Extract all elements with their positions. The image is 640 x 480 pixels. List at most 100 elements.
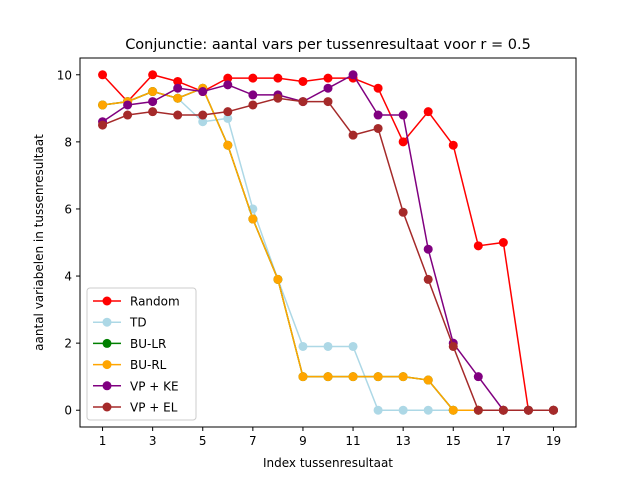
y-axis-label: aantal variabelen in tussenresultaat — [32, 134, 46, 351]
data-point — [523, 405, 533, 415]
data-point — [348, 341, 358, 351]
legend-item: BU-RL — [93, 358, 167, 372]
y-tick-label: 2 — [64, 337, 72, 351]
data-point — [198, 117, 208, 127]
plot-series — [98, 70, 558, 415]
x-tick-label: 5 — [199, 434, 207, 448]
legend-swatch-marker — [102, 381, 112, 391]
legend-swatch-marker — [102, 338, 112, 348]
data-point — [373, 110, 383, 120]
data-point — [273, 73, 283, 83]
data-point — [398, 405, 408, 415]
data-point — [398, 110, 408, 120]
data-point — [223, 113, 233, 123]
data-point — [248, 90, 258, 100]
data-point — [173, 110, 183, 120]
data-point — [148, 97, 158, 107]
x-tick-label: 17 — [496, 434, 511, 448]
data-point — [398, 137, 408, 147]
data-point — [423, 107, 433, 117]
legend-item: Random — [93, 295, 180, 309]
data-point — [173, 93, 183, 103]
y-tick-label: 0 — [64, 404, 72, 418]
legend-label: BU-LR — [130, 337, 166, 351]
data-point — [323, 97, 333, 107]
legend-swatch-marker — [102, 402, 112, 412]
data-point — [223, 107, 233, 117]
data-point — [148, 87, 158, 97]
x-tick-label: 15 — [446, 434, 461, 448]
x-tick-label: 19 — [546, 434, 561, 448]
data-point — [123, 100, 133, 110]
data-point — [423, 375, 433, 385]
y-tick-label: 8 — [64, 135, 72, 149]
data-point — [498, 405, 508, 415]
data-point — [348, 70, 358, 80]
x-tick-label: 7 — [249, 434, 257, 448]
x-tick-label: 11 — [345, 434, 360, 448]
legend-item: TD — [93, 316, 147, 330]
data-point — [98, 100, 108, 110]
data-point — [373, 405, 383, 415]
data-point — [398, 207, 408, 217]
data-point — [448, 341, 458, 351]
y-tick-label: 4 — [64, 270, 72, 284]
data-point — [98, 70, 108, 80]
data-point — [348, 130, 358, 140]
x-axis-label: Index tussenresultaat — [263, 456, 393, 470]
data-point — [298, 76, 308, 86]
y-tick-label: 10 — [57, 68, 72, 82]
data-point — [548, 405, 558, 415]
data-point — [173, 83, 183, 93]
data-point — [98, 120, 108, 130]
x-axis: 1 3 5 7 9 11 13 15 17 19 — [99, 427, 561, 448]
x-tick-label: 3 — [149, 434, 157, 448]
data-point — [223, 80, 233, 90]
data-point — [423, 274, 433, 284]
data-point — [273, 93, 283, 103]
data-point — [273, 274, 283, 284]
x-tick-label: 13 — [396, 434, 411, 448]
data-point — [223, 140, 233, 150]
data-point — [423, 244, 433, 254]
legend-label: TD — [129, 316, 147, 330]
legend-swatch-marker — [102, 317, 112, 327]
x-tick-label: 1 — [99, 434, 107, 448]
legend-swatch-marker — [102, 296, 112, 306]
data-point — [223, 73, 233, 83]
data-point — [248, 73, 258, 83]
data-point — [323, 73, 333, 83]
data-point — [323, 83, 333, 93]
data-point — [298, 372, 308, 382]
data-point — [298, 97, 308, 107]
data-point — [148, 70, 158, 80]
chart-title: Conjunctie: aantal vars per tussenresult… — [125, 37, 531, 53]
legend-label: VP + KE — [130, 379, 179, 393]
legend-box — [86, 287, 197, 421]
data-point — [248, 100, 258, 110]
y-axis: 0 2 4 6 8 10 — [57, 68, 80, 418]
data-point — [398, 372, 408, 382]
data-point — [498, 238, 508, 247]
x-tick-label: 9 — [299, 434, 307, 448]
legend-swatch-marker — [102, 360, 112, 370]
data-point — [248, 214, 258, 224]
data-point — [198, 87, 208, 97]
data-point — [348, 372, 358, 382]
data-point — [323, 341, 333, 351]
legend: Random TD BU-LR BU-RL VP + KE VP + EL — [86, 287, 197, 421]
legend-label: VP + EL — [130, 401, 178, 415]
data-point — [148, 107, 158, 117]
data-point — [448, 140, 458, 150]
legend-item: VP + KE — [93, 379, 179, 393]
legend-label: Random — [130, 295, 180, 309]
legend-item: BU-LR — [93, 337, 166, 351]
data-point — [473, 241, 483, 251]
series-vp-el — [98, 93, 558, 415]
data-point — [473, 372, 483, 382]
data-point — [323, 372, 333, 382]
data-point — [473, 405, 483, 415]
data-point — [423, 405, 433, 415]
data-point — [373, 123, 383, 133]
